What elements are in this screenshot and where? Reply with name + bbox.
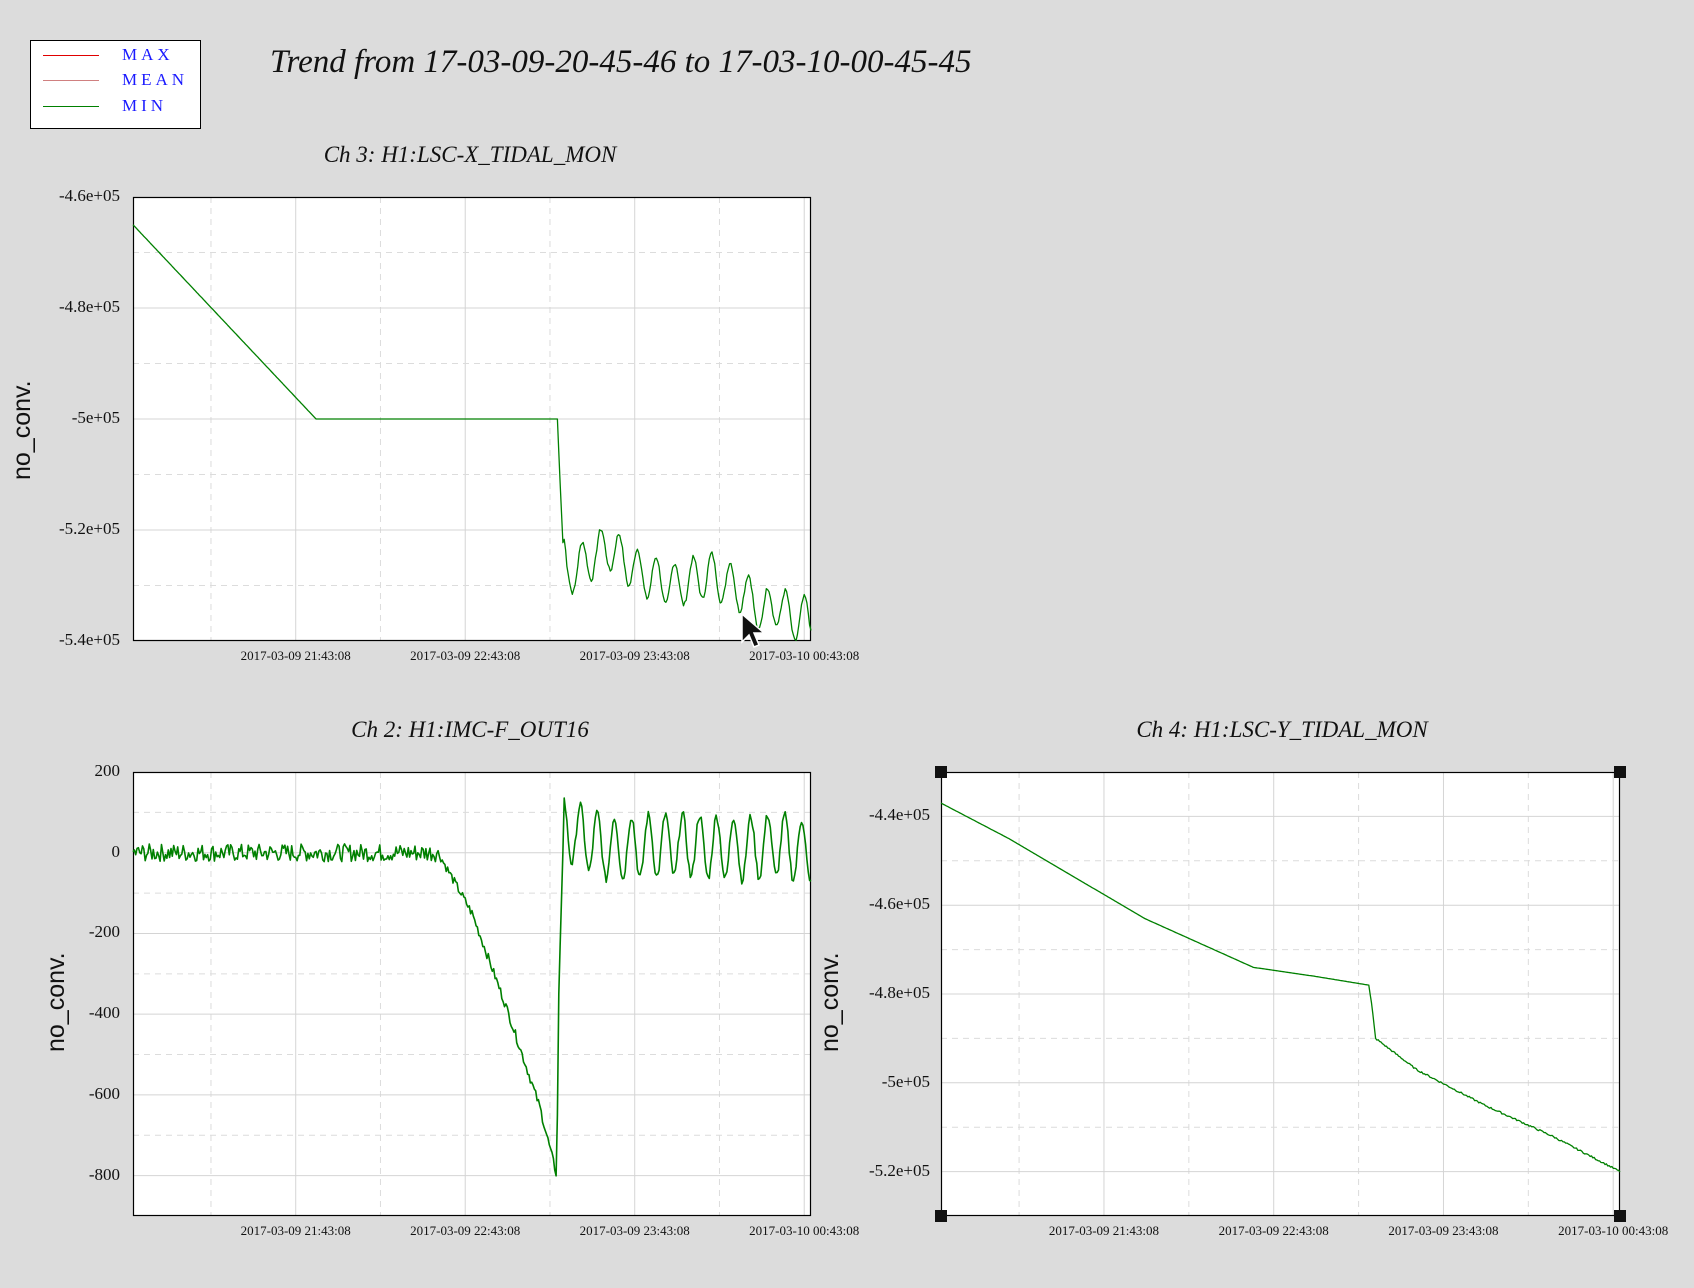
y-tick-label: -5.2e+05 (58, 519, 120, 538)
x-tick-label: 2017-03-10 00:43:08 (1558, 1223, 1669, 1238)
chart-title-ch4: Ch 4: H1:LSC-Y_TIDAL_MON (1136, 717, 1428, 742)
resize-handle-top-right[interactable] (1614, 766, 1626, 778)
y-tick-label: -4.8e+05 (58, 297, 120, 316)
y-tick-label: -5e+05 (71, 408, 120, 427)
resize-handle-bottom-right[interactable] (1614, 1210, 1626, 1222)
legend-swatch-mean (43, 80, 99, 81)
y-tick-label: 200 (94, 761, 121, 780)
plot-area-ch4 (940, 771, 1621, 1217)
y-tick-label: -5.4e+05 (58, 630, 120, 649)
x-tick-label: 2017-03-09 23:43:08 (579, 648, 690, 663)
plot-border (132, 771, 812, 1217)
x-tick-label: 2017-03-10 00:43:08 (749, 1223, 860, 1238)
x-tick-label: 2017-03-09 23:43:08 (579, 1223, 690, 1238)
x-tick-label: 2017-03-09 21:43:08 (240, 1223, 351, 1238)
y-tick-label: -400 (88, 1003, 120, 1023)
y-tick-label: -5.2e+05 (868, 1160, 930, 1180)
plot-area-ch2 (132, 771, 812, 1217)
legend-label-min: MIN (122, 96, 168, 115)
x-tick-label: 2017-03-09 22:43:08 (410, 1223, 521, 1238)
y-tick-label: -4.8e+05 (868, 983, 930, 1002)
y-tick-label: -4.6e+05 (58, 186, 120, 205)
mouse-cursor-icon (741, 612, 767, 648)
legend-label-mean: MEAN (122, 70, 189, 89)
chart-title-ch2: Ch 2: H1:IMC-F_OUT16 (351, 717, 589, 742)
series-line-min (132, 797, 812, 1177)
plot-area-ch3 (132, 196, 812, 642)
y-tick-label: -4.4e+05 (868, 805, 930, 825)
legend-swatch-max (43, 55, 99, 56)
y-tick-label: 0 (111, 841, 121, 861)
x-tick-label: 2017-03-09 21:43:08 (240, 648, 351, 663)
x-tick-label: 2017-03-09 22:43:08 (1218, 1223, 1329, 1238)
series-line-min (940, 802, 1621, 1173)
y-tick-label: -600 (88, 1083, 120, 1103)
series-line-min (132, 224, 812, 641)
legend-item-min: MIN (31, 96, 200, 116)
resize-handle-top-left[interactable] (935, 766, 947, 778)
plot-border (132, 196, 812, 642)
chart-title-ch3: Ch 3: H1:LSC-X_TIDAL_MON (323, 142, 617, 167)
x-tick-label: 2017-03-09 21:43:08 (1048, 1223, 1160, 1238)
y-axis-label-ch3: no_conv. (8, 380, 36, 480)
plot-border (940, 771, 1621, 1217)
x-tick-label: 2017-03-09 22:43:08 (410, 648, 521, 663)
y-tick-label: -200 (88, 922, 120, 942)
x-tick-label: 2017-03-10 00:43:08 (749, 648, 860, 663)
y-tick-label: -5e+05 (881, 1071, 930, 1091)
resize-handle-bottom-left[interactable] (935, 1210, 947, 1222)
legend-item-max: MAX (31, 45, 200, 65)
legend-swatch-min (43, 106, 99, 107)
x-tick-label: 2017-03-09 23:43:08 (1388, 1223, 1499, 1238)
trend-title: Trend from 17-03-09-20-45-46 to 17-03-10… (270, 44, 972, 80)
y-tick-label: -4.6e+05 (868, 894, 930, 914)
legend: MAX MEAN MIN (30, 40, 201, 129)
y-tick-label: -800 (88, 1164, 120, 1184)
legend-item-mean: MEAN (31, 70, 200, 90)
legend-label-max: MAX (122, 45, 174, 64)
